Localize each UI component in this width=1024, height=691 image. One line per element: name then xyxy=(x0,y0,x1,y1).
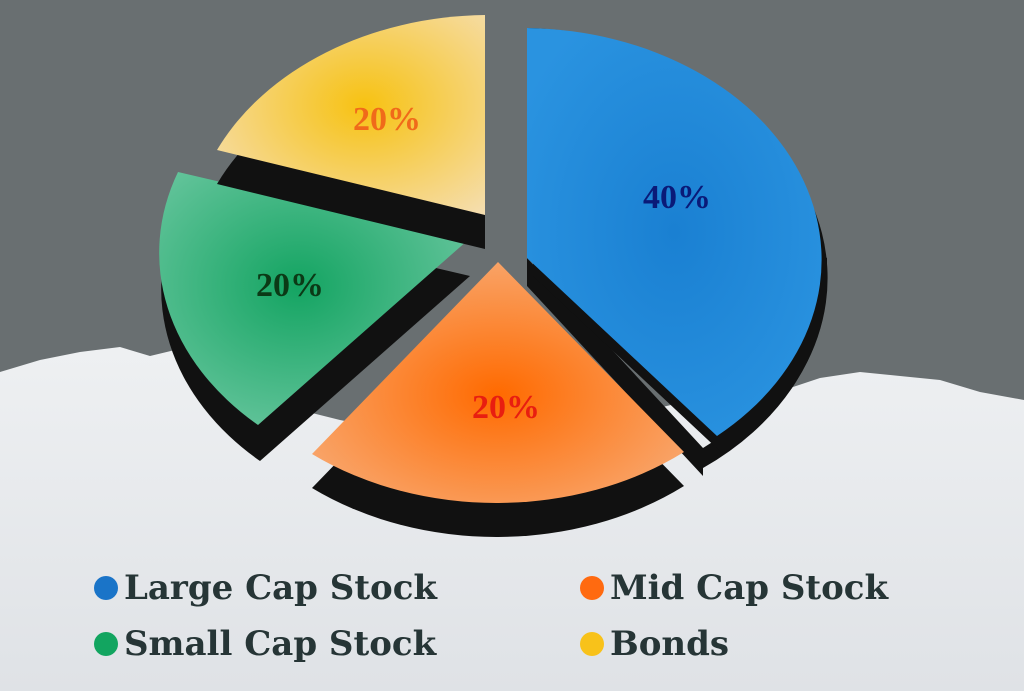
pie-chart: 40% 20% 20% 20% xyxy=(159,15,828,537)
slice-bonds: 20% xyxy=(217,15,485,249)
slice-large-cap: 40% xyxy=(527,28,828,476)
mid-cap-color-dot-icon xyxy=(580,576,604,600)
bonds-color-dot-icon xyxy=(580,632,604,656)
small-cap-color-dot-icon xyxy=(94,632,118,656)
legend-item-bonds: Bonds xyxy=(580,624,729,664)
slice-label-small-cap: 20% xyxy=(256,267,324,304)
legend-label: Small Cap Stock xyxy=(124,624,437,664)
legend-item-large-cap: Large Cap Stock xyxy=(94,568,437,608)
slice-label-large-cap: 40% xyxy=(643,179,711,216)
large-cap-color-dot-icon xyxy=(94,576,118,600)
legend-label: Mid Cap Stock xyxy=(610,568,889,608)
slice-label-mid-cap: 20% xyxy=(472,389,540,426)
legend-label: Large Cap Stock xyxy=(124,568,437,608)
slice-small-cap: 20% xyxy=(159,172,470,461)
legend-label: Bonds xyxy=(610,624,730,664)
legend: Large Cap Stock Mid Cap Stock Small Cap … xyxy=(0,560,1024,691)
slice-label-bonds: 20% xyxy=(353,101,421,138)
legend-item-mid-cap: Mid Cap Stock xyxy=(580,568,888,608)
legend-item-small-cap: Small Cap Stock xyxy=(94,624,436,664)
slice-mid-cap: 20% xyxy=(312,262,684,537)
